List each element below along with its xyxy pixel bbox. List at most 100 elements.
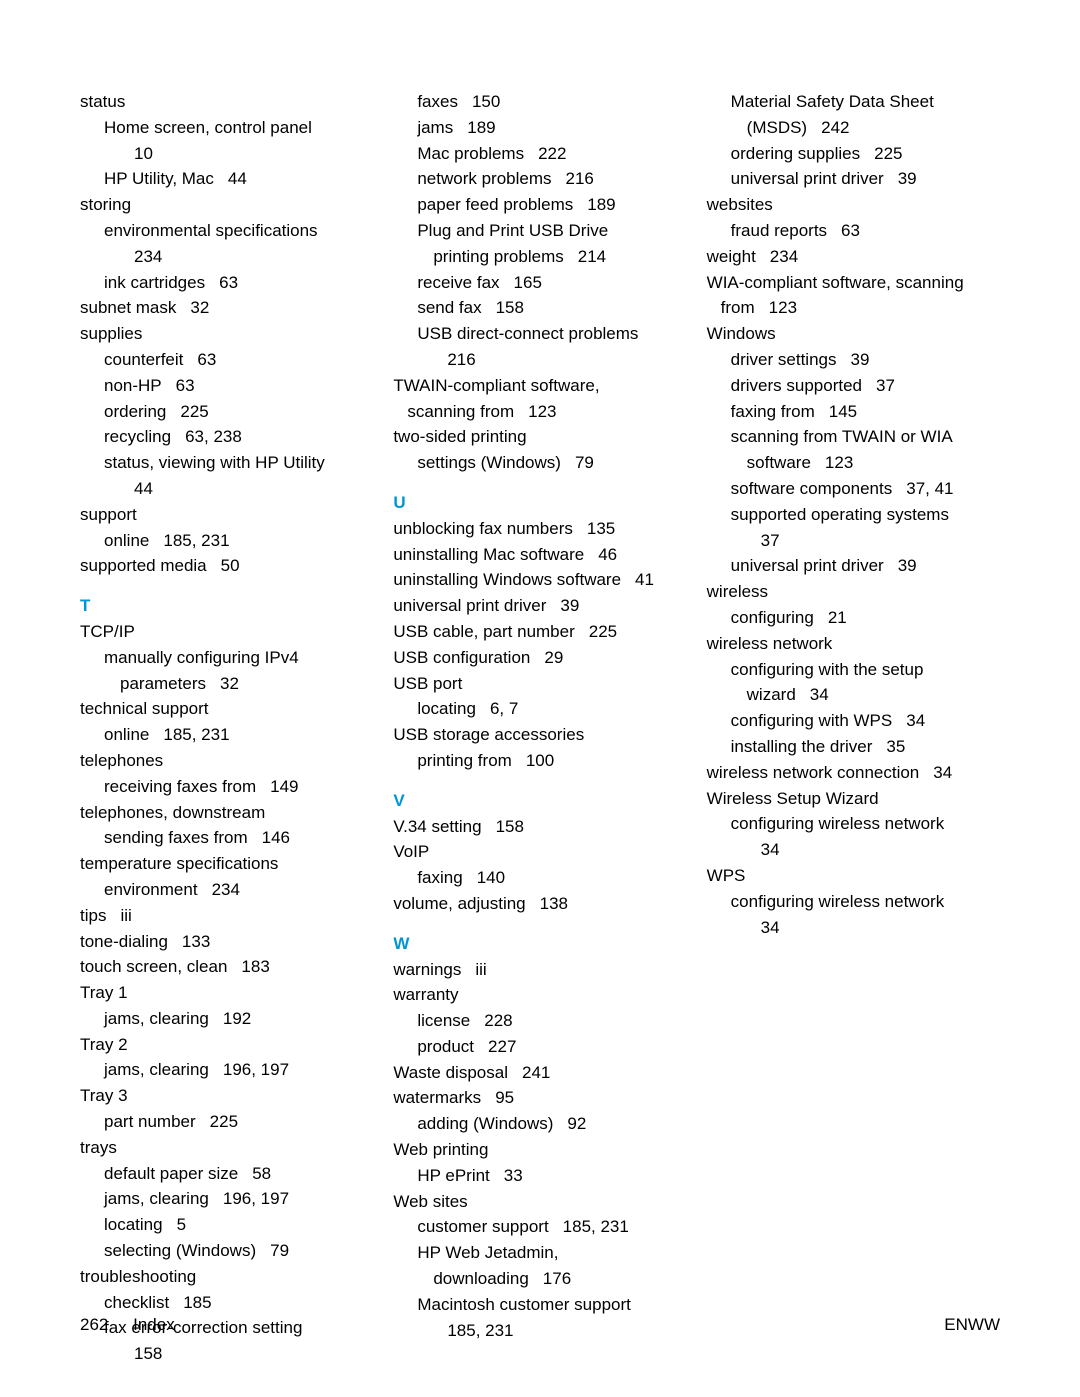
entry-pages: 34 xyxy=(796,685,829,704)
index-entry: uninstalling Windows software41 xyxy=(393,568,686,592)
entry-text: selecting (Windows) xyxy=(104,1241,256,1260)
footer-right: ENWW xyxy=(944,1313,1000,1337)
entry-text: receiving faxes from xyxy=(104,777,256,796)
index-entry: faxing from145 xyxy=(707,400,1000,424)
entry-pages: 234 xyxy=(198,880,240,899)
entry-text: software xyxy=(747,453,811,472)
index-entry: software123 xyxy=(707,451,1000,475)
entry-pages: 225 xyxy=(166,402,208,421)
entry-text: watermarks xyxy=(393,1088,481,1107)
entry-text: jams, clearing xyxy=(104,1009,209,1028)
entry-text: supported operating systems xyxy=(731,505,949,524)
entry-pages: 234 xyxy=(120,247,162,266)
entry-pages: 150 xyxy=(458,92,500,111)
entry-pages: 39 xyxy=(546,596,579,615)
index-entry: tone-dialing133 xyxy=(80,930,373,954)
entry-pages: 216 xyxy=(552,169,594,188)
entry-text: online xyxy=(104,531,149,550)
entry-pages: 79 xyxy=(561,453,594,472)
index-entry: USB direct-connect problems xyxy=(393,322,686,346)
entry-text: counterfeit xyxy=(104,350,183,369)
footer-section: Index xyxy=(113,1315,175,1334)
entry-text: checklist xyxy=(104,1293,169,1312)
entry-pages: 196, 197 xyxy=(209,1060,289,1079)
entry-pages: 33 xyxy=(490,1166,523,1185)
index-entry: printing from100 xyxy=(393,749,686,773)
entry-text: configuring wireless network xyxy=(731,892,945,911)
entry-pages: 123 xyxy=(811,453,853,472)
page-number: 262 xyxy=(80,1315,108,1334)
index-entry: product227 xyxy=(393,1035,686,1059)
entry-text: paper feed problems xyxy=(417,195,573,214)
entry-pages: 63, 238 xyxy=(171,427,242,446)
entry-text: status xyxy=(80,92,125,111)
index-entry: locating5 xyxy=(80,1213,373,1237)
entry-text: drivers supported xyxy=(731,376,862,395)
entry-text: USB cable, part number xyxy=(393,622,574,641)
index-entry: (MSDS)242 xyxy=(707,116,1000,140)
entry-text: storing xyxy=(80,195,131,214)
entry-pages: 10 xyxy=(120,144,153,163)
index-entry: online185, 231 xyxy=(80,723,373,747)
index-entry: parameters32 xyxy=(80,672,373,696)
entry-text: customer support xyxy=(417,1217,548,1236)
entry-text: license xyxy=(417,1011,470,1030)
entry-text: (MSDS) xyxy=(747,118,807,137)
entry-text: Waste disposal xyxy=(393,1063,508,1082)
index-entry: configuring21 xyxy=(707,606,1000,630)
index-entry: universal print driver39 xyxy=(393,594,686,618)
entry-text: configuring wireless network xyxy=(731,814,945,833)
index-entry: software components37, 41 xyxy=(707,477,1000,501)
entry-pages: 39 xyxy=(836,350,869,369)
index-entry: jams, clearing192 xyxy=(80,1007,373,1031)
entry-text: telephones xyxy=(80,751,163,770)
index-entry: T xyxy=(80,594,373,618)
index-entry: paper feed problems189 xyxy=(393,193,686,217)
entry-pages: 39 xyxy=(884,556,917,575)
index-entry: scanning from123 xyxy=(393,400,686,424)
entry-pages: 39 xyxy=(884,169,917,188)
entry-text: wireless network xyxy=(707,634,833,653)
entry-text: uninstalling Windows software xyxy=(393,570,621,589)
index-entry: faxing140 xyxy=(393,866,686,890)
index-entry: drivers supported37 xyxy=(707,374,1000,398)
entry-pages: 41 xyxy=(621,570,654,589)
index-entry: 34 xyxy=(707,838,1000,862)
index-entry: sending faxes from146 xyxy=(80,826,373,850)
entry-text: driver settings xyxy=(731,350,837,369)
entry-text: product xyxy=(417,1037,474,1056)
index-entry: TWAIN-compliant software, xyxy=(393,374,686,398)
entry-pages: 228 xyxy=(470,1011,512,1030)
index-entry: environment234 xyxy=(80,878,373,902)
entry-text: universal print driver xyxy=(731,556,884,575)
entry-text: Tray 3 xyxy=(80,1086,128,1105)
entry-text: tone-dialing xyxy=(80,932,168,951)
entry-text: scanning from xyxy=(407,402,514,421)
index-entry: send fax158 xyxy=(393,296,686,320)
entry-text: manually configuring IPv4 xyxy=(104,648,299,667)
entry-text: non-HP xyxy=(104,376,162,395)
entry-text: locating xyxy=(417,699,476,718)
entry-text: settings (Windows) xyxy=(417,453,561,472)
index-entry: Home screen, control panel xyxy=(80,116,373,140)
entry-pages: 138 xyxy=(526,894,568,913)
entry-pages: 185, 231 xyxy=(149,725,229,744)
index-column-2: faxes150jams189Mac problems222network pr… xyxy=(393,90,686,1368)
entry-text: V.34 setting xyxy=(393,817,481,836)
entry-text: faxing from xyxy=(731,402,815,421)
index-entry: wireless network connection34 xyxy=(707,761,1000,785)
index-entry: Wireless Setup Wizard xyxy=(707,787,1000,811)
index-entry: temperature specifications xyxy=(80,852,373,876)
entry-pages: 185, 231 xyxy=(549,1217,629,1236)
entry-pages: 58 xyxy=(238,1164,271,1183)
index-entry: downloading176 xyxy=(393,1267,686,1291)
entry-pages: 133 xyxy=(168,932,210,951)
entry-pages: 32 xyxy=(206,674,239,693)
index-entry: telephones, downstream xyxy=(80,801,373,825)
index-entry: Mac problems222 xyxy=(393,142,686,166)
entry-text: VoIP xyxy=(393,842,429,861)
entry-pages: 63 xyxy=(183,350,216,369)
entry-pages: 192 xyxy=(209,1009,251,1028)
index-entry: Tray 1 xyxy=(80,981,373,1005)
entry-text: configuring with the setup xyxy=(731,660,924,679)
